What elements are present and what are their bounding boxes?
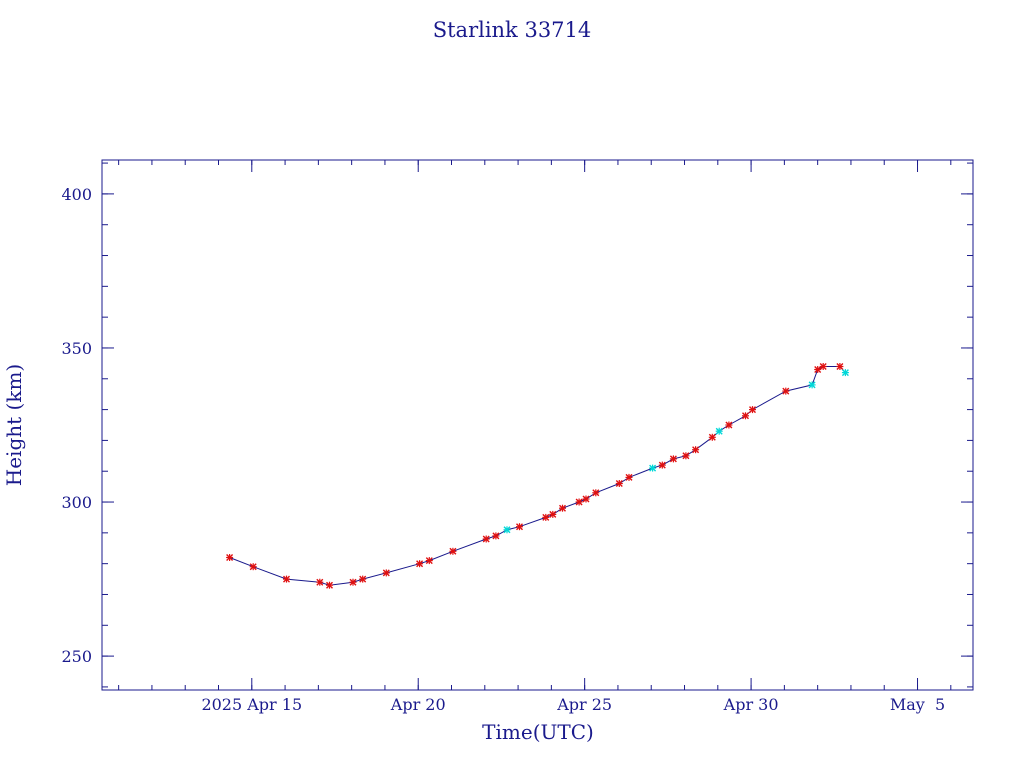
data-point bbox=[425, 557, 433, 565]
data-point bbox=[359, 575, 367, 583]
data-point bbox=[708, 433, 716, 441]
chart-title: Starlink 33714 bbox=[433, 18, 592, 42]
data-point bbox=[542, 513, 550, 521]
data-point bbox=[316, 578, 324, 586]
data-point bbox=[692, 446, 700, 454]
data-point bbox=[782, 387, 790, 395]
x-tick-label: Apr 30 bbox=[723, 695, 779, 714]
data-point bbox=[836, 363, 844, 370]
data-point bbox=[283, 575, 290, 583]
data-point bbox=[658, 461, 666, 469]
data-point bbox=[841, 369, 849, 377]
data-point bbox=[326, 581, 333, 589]
data-point bbox=[742, 412, 749, 420]
data-point bbox=[582, 495, 590, 503]
y-tick-label: 300 bbox=[61, 493, 92, 512]
data-point bbox=[715, 427, 723, 435]
y-tick-label: 250 bbox=[61, 647, 92, 666]
data-point bbox=[449, 547, 457, 555]
data-point bbox=[416, 560, 424, 568]
data-point bbox=[559, 504, 566, 512]
data-point bbox=[592, 489, 600, 497]
major-ticks bbox=[102, 160, 973, 690]
data-point bbox=[814, 366, 822, 373]
y-axis-label: Height (km) bbox=[2, 364, 26, 486]
y-tick-label: 400 bbox=[61, 185, 92, 204]
data-point bbox=[575, 498, 583, 506]
data-point bbox=[549, 510, 557, 518]
minor-ticks bbox=[102, 160, 973, 690]
data-point bbox=[819, 363, 827, 370]
x-tick-label: May 5 bbox=[890, 695, 945, 714]
data-point bbox=[503, 526, 511, 534]
data-point bbox=[492, 532, 500, 540]
data-point bbox=[808, 381, 816, 389]
y-tick-label: 350 bbox=[61, 339, 92, 358]
x-tick-labels: 2025 Apr 15 Apr 20 Apr 25 Apr 30 May 5 bbox=[201, 695, 945, 714]
x-tick-label: Apr 20 bbox=[390, 695, 446, 714]
x-tick-label: 2025 Apr 15 bbox=[201, 695, 302, 714]
series-line bbox=[229, 366, 846, 586]
data-point bbox=[249, 563, 257, 571]
data-point bbox=[669, 455, 677, 463]
data-point bbox=[382, 569, 390, 577]
data-point bbox=[615, 480, 623, 487]
data-point bbox=[226, 554, 234, 561]
data-points bbox=[226, 363, 849, 589]
data-point bbox=[749, 406, 756, 414]
data-point bbox=[516, 523, 523, 531]
x-tick-label: Apr 25 bbox=[556, 695, 612, 714]
data-point bbox=[649, 464, 657, 472]
data-point bbox=[625, 473, 633, 481]
data-point bbox=[482, 535, 490, 543]
plot-frame bbox=[101, 159, 974, 691]
y-tick-labels: 250 300 350 400 bbox=[61, 185, 92, 666]
x-axis-label: Time(UTC) bbox=[482, 720, 594, 744]
data-point bbox=[349, 578, 357, 586]
data-point bbox=[725, 421, 733, 429]
data-point bbox=[682, 452, 690, 460]
